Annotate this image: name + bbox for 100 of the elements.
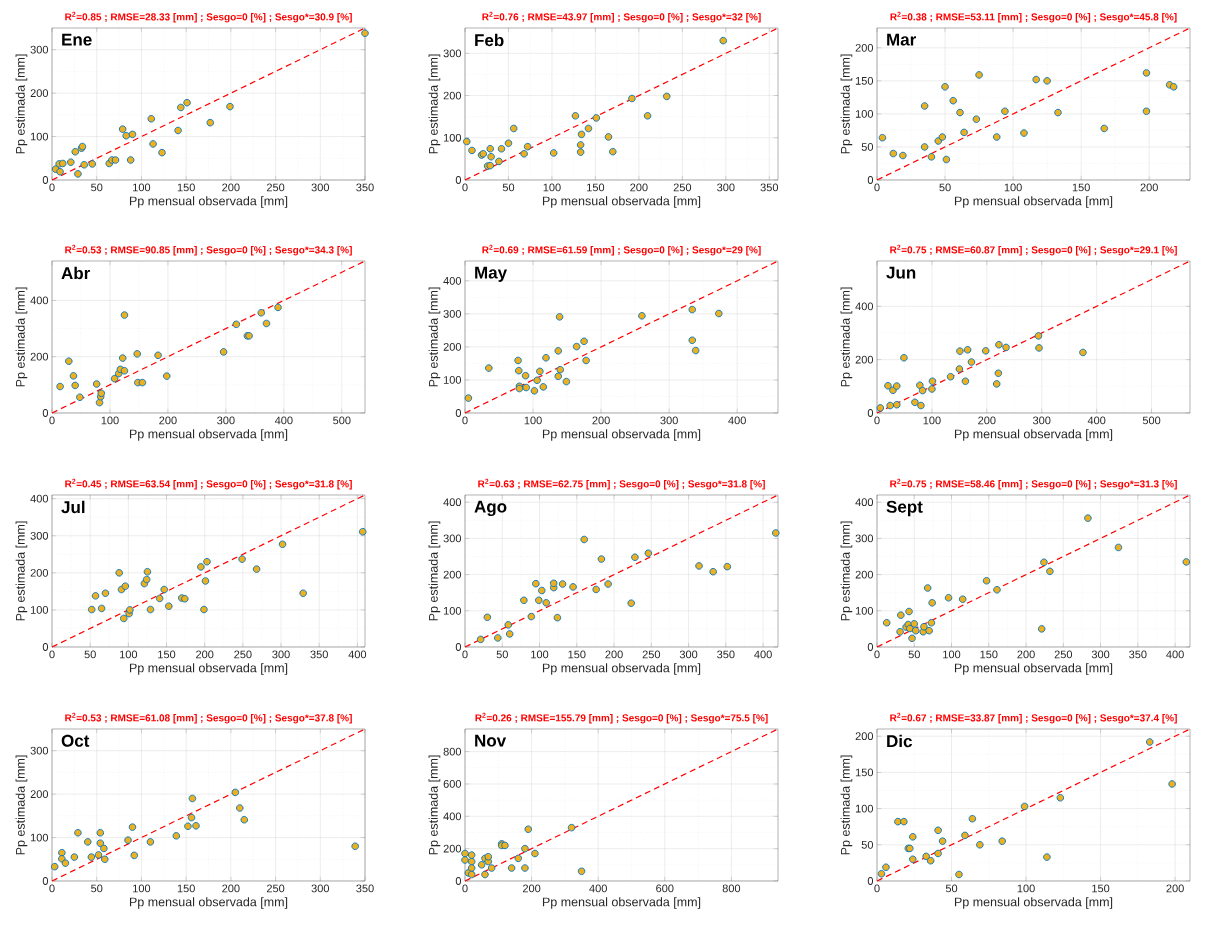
y-axis-title: Pp estimada [mm]	[15, 521, 28, 621]
x-tick-label: 100	[943, 650, 961, 659]
y-tick-label: 150	[855, 76, 874, 85]
x-tick-label: 350	[356, 183, 374, 192]
x-axis-title: Pp mensual observada [mm]	[542, 429, 701, 441]
x-tick-label: 200	[222, 884, 240, 893]
y-axis-title: Pp estimada [mm]	[840, 521, 853, 621]
chart-title: R$^{2}$=0.45 ; RMSE=63.54 [mm] ; Sesgo=0 [%] ; Sesgo*=31.8 [%]	[65, 478, 352, 490]
y-tick-label: 400	[30, 296, 49, 305]
y-tick-label: 200	[855, 355, 874, 364]
y-tick-label: 200	[855, 732, 874, 741]
x-tick-label: 50	[91, 884, 103, 893]
chart-title: R$^{2}$=0.85 ; RMSE=28.33 [mm] ; Sesgo=0 [%] ; Sesgo*=30.9 [%]	[65, 11, 352, 23]
y-tick-label: 400	[443, 498, 462, 507]
x-tick-label: 250	[642, 650, 661, 659]
annotation: Ene	[62, 33, 92, 46]
y-tick-label: 200	[855, 570, 874, 579]
y-tick-label: 100	[855, 804, 874, 813]
annotation: Jul	[61, 500, 85, 514]
annotation: May	[475, 266, 507, 282]
x-axis-title: Pp mensual observada [mm]	[129, 429, 288, 441]
y-tick-label: 800	[443, 747, 462, 756]
annotation: Dic	[887, 734, 912, 748]
y-tick-label: 300	[443, 309, 462, 318]
y-tick-label: 0	[455, 409, 462, 417]
x-tick-label: 500	[333, 416, 351, 425]
y-tick-label: 50	[861, 840, 874, 849]
y-tick-label: 100	[443, 376, 462, 384]
x-tick-label: 50	[91, 183, 103, 192]
x-tick-label: 0	[874, 650, 880, 659]
x-tick-label: 350	[717, 650, 735, 659]
x-tick-label: 150	[1072, 183, 1090, 192]
y-tick-label: 400	[443, 812, 462, 821]
x-tick-label: 200	[978, 416, 996, 425]
y-tick-label: 50	[861, 143, 874, 151]
x-tick-label: 50	[84, 650, 96, 659]
annotation: Abr	[61, 266, 91, 280]
y-tick-label: 300	[30, 746, 49, 755]
x-tick-label: 200	[159, 416, 177, 425]
annotation: Sept	[886, 500, 923, 517]
x-tick-label: 100	[1004, 183, 1022, 192]
x-tick-label: 300	[311, 183, 330, 192]
y-axis-title: Pp estimada [mm]	[840, 287, 853, 387]
x-axis-title: Pp mensual observada [mm]	[129, 196, 288, 208]
x-tick-label: 300	[311, 884, 330, 893]
chart-title: R$^{2}$=0.53 ; RMSE=90.85 [mm] ; Sesgo=0 [%] ; Sesgo*=34.3 [%]	[65, 244, 352, 256]
x-tick-label: 600	[656, 884, 674, 893]
x-tick-label: 100	[133, 884, 151, 893]
x-axis-title: Pp mensual observada [mm]	[954, 897, 1113, 909]
x-tick-label: 400	[274, 416, 293, 425]
y-axis-title: Pp estimada [mm]	[840, 54, 853, 154]
x-tick-label: 300	[1091, 650, 1110, 659]
annotation: Oct	[61, 734, 90, 747]
y-tick-label: 300	[30, 45, 49, 54]
chart-title: R$^{2}$=0.75 ; RMSE=60.87 [mm] ; Sesgo=0 [%] ; Sesgo*=29.1 [%]	[890, 244, 1177, 256]
y-tick-label: 100	[30, 833, 49, 842]
y-tick-label: 0	[42, 643, 49, 651]
y-tick-label: 0	[867, 877, 874, 885]
x-tick-label: 200	[630, 183, 648, 192]
x-tick-label: 100	[133, 183, 151, 192]
x-tick-label: 50	[939, 183, 951, 192]
x-tick-label: 0	[462, 650, 468, 659]
annotation: Jun	[886, 266, 916, 279]
x-tick-label: 0	[49, 416, 55, 425]
y-tick-label: 0	[455, 877, 462, 885]
x-axis-title: Pp mensual observada [mm]	[542, 196, 701, 208]
y-tick-label: 0	[867, 409, 874, 417]
y-tick-label: 0	[455, 643, 462, 651]
y-tick-label: 400	[855, 302, 874, 311]
x-axis-title: Pp mensual observada [mm]	[129, 897, 288, 909]
x-tick-label: 0	[874, 416, 880, 425]
y-axis-title: Pp estimada [mm]	[428, 755, 441, 855]
y-tick-label: 300	[855, 534, 874, 543]
x-tick-label: 400	[728, 416, 746, 425]
x-tick-label: 150	[587, 183, 605, 192]
y-tick-label: 0	[867, 176, 874, 184]
chart-title: R$^{2}$=0.38 ; RMSE=53.11 [mm] ; Sesgo=0 [%] ; Sesgo*=45.8 [%]	[890, 11, 1177, 23]
x-axis-title: Pp mensual observada [mm]	[954, 429, 1113, 441]
x-tick-label: 250	[673, 183, 692, 192]
x-tick-label: 350	[356, 884, 374, 893]
y-tick-label: 0	[42, 409, 49, 417]
x-axis-title: Pp mensual observada [mm]	[542, 897, 701, 909]
x-tick-label: 250	[266, 183, 285, 192]
y-tick-label: 100	[443, 606, 462, 615]
x-tick-label: 200	[1166, 884, 1184, 893]
x-axis-title: Pp mensual observada [mm]	[954, 663, 1113, 675]
x-tick-label: 150	[177, 884, 195, 893]
x-tick-label: 0	[462, 183, 468, 192]
x-tick-label: 0	[874, 183, 880, 192]
x-tick-label: 50	[502, 183, 515, 192]
x-tick-label: 400	[1166, 650, 1184, 659]
chart-title: R$^{2}$=0.26 ; RMSE=155.79 [mm] ; Sesgo=0 [%] ; Sesgo*=75.5 [%]	[475, 712, 768, 724]
x-tick-label: 200	[1017, 650, 1035, 659]
y-tick-label: 200	[30, 568, 49, 577]
chart-title: R$^{2}$=0.75 ; RMSE=58.46 [mm] ; Sesgo=0 [%] ; Sesgo*=31.3 [%]	[890, 478, 1177, 490]
annotation: Nov	[475, 734, 507, 747]
y-tick-label: 200	[443, 844, 462, 853]
y-tick-label: 150	[855, 768, 874, 777]
x-tick-label: 150	[568, 650, 586, 659]
x-tick-label: 100	[524, 416, 542, 425]
